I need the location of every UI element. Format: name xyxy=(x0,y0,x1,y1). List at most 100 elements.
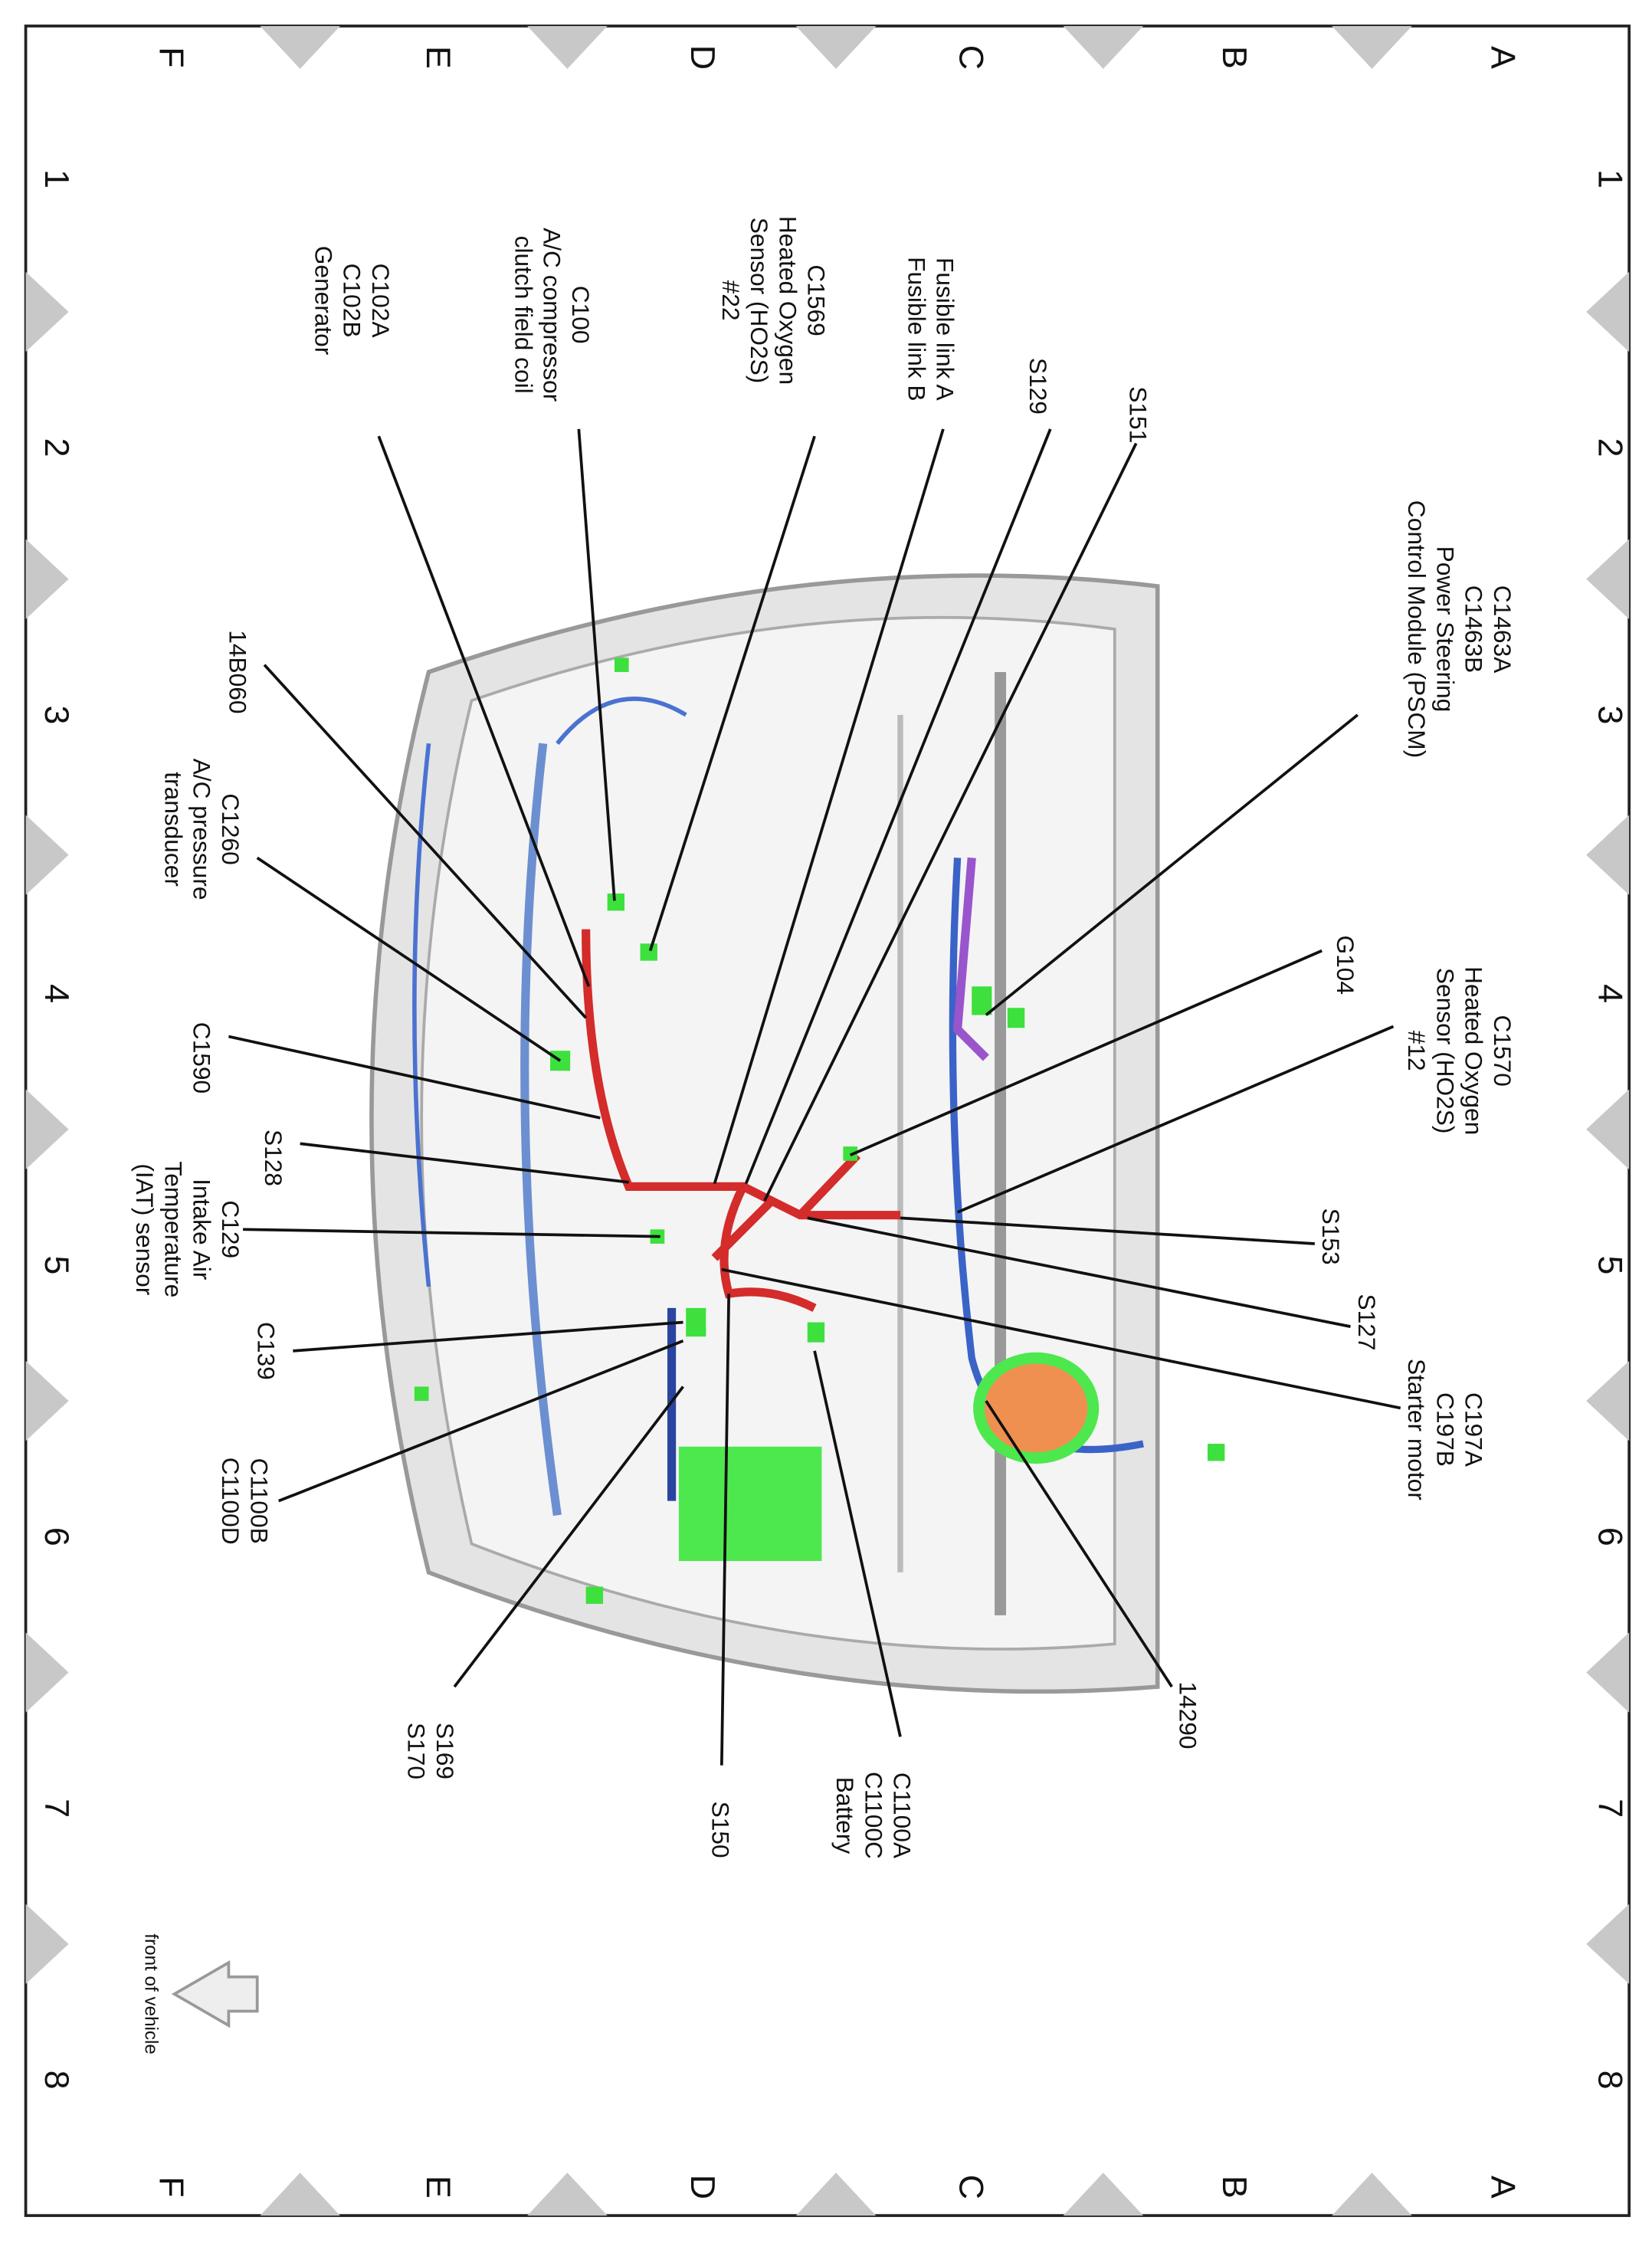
grid-column-label: F xyxy=(152,47,190,67)
grid-marker xyxy=(795,2172,877,2216)
grid-marker xyxy=(795,25,877,69)
callout-label: C1260 xyxy=(217,793,244,864)
callout-label: C1100C xyxy=(860,1772,887,1859)
callout-label: Starter motor xyxy=(1403,1359,1431,1500)
leader-line xyxy=(377,435,591,987)
callout-label: S129 xyxy=(1024,358,1052,415)
grid-row-label: 2 xyxy=(1591,438,1629,457)
callout-label: Fusible link A xyxy=(932,257,959,402)
leader-line xyxy=(721,1267,1401,1410)
leader-line xyxy=(293,1320,683,1353)
callout-label: Sensor (HO2S) xyxy=(746,218,773,384)
callout-label: C197A xyxy=(1460,1392,1488,1467)
callout-label: S150 xyxy=(707,1802,735,1858)
leader-line xyxy=(849,949,1323,1157)
callout-label: Intake Air xyxy=(188,1179,216,1281)
wire-blue xyxy=(412,697,687,1287)
grid-marker xyxy=(1586,815,1630,895)
callout-label: G104 xyxy=(1332,936,1359,995)
grid-row-label: 1 xyxy=(38,169,76,189)
grid-row-label: 8 xyxy=(38,2071,76,2090)
callout-label: S127 xyxy=(1353,1294,1381,1351)
leader-line xyxy=(900,1216,1315,1245)
grid-marker xyxy=(1063,25,1144,69)
leader-line xyxy=(763,442,1138,1202)
grid-marker xyxy=(260,25,340,69)
grid-column-label: A xyxy=(1483,46,1522,69)
leader-line xyxy=(263,664,588,1019)
callout-label: C1100B xyxy=(245,1458,273,1544)
grid-marker xyxy=(1586,1360,1630,1441)
callout-label: S169 xyxy=(431,1723,459,1779)
grid-row-label: 3 xyxy=(1591,705,1629,724)
leader-line xyxy=(713,428,945,1185)
vehicle xyxy=(369,573,1225,1694)
connector xyxy=(807,1322,825,1343)
callout-label: 14B060 xyxy=(224,630,251,713)
leader-line xyxy=(577,428,616,901)
callout-label: C1569 xyxy=(803,264,831,336)
connector xyxy=(607,894,625,911)
wire-purple xyxy=(952,857,989,1061)
grid-marker xyxy=(1586,1089,1630,1169)
grid-row-label: 4 xyxy=(1591,984,1629,1003)
leader-line xyxy=(243,1228,660,1238)
grid-marker xyxy=(1586,539,1630,619)
bay-outline xyxy=(420,615,1116,1651)
front-note: front of vehicle xyxy=(140,1933,161,2054)
front-arrow xyxy=(171,1959,259,2028)
connector xyxy=(550,1051,571,1071)
wire-blue xyxy=(520,743,562,1517)
grid-marker xyxy=(1063,2172,1144,2216)
grid-row-label: 6 xyxy=(1591,1527,1629,1546)
grid-marker xyxy=(1586,1632,1630,1713)
connector xyxy=(972,986,992,1015)
leader-line xyxy=(453,1385,684,1688)
callout-label: clutch field coil xyxy=(510,236,537,394)
grid-column-label: F xyxy=(152,2176,190,2197)
connector xyxy=(686,1307,706,1337)
leader-line xyxy=(985,1400,1173,1688)
grid-marker xyxy=(25,1089,69,1169)
grid-marker xyxy=(527,2172,608,2216)
grid-marker xyxy=(25,271,69,353)
grid-marker xyxy=(25,539,69,619)
callout-label: C139 xyxy=(253,1322,280,1380)
grid-column-label: A xyxy=(1483,2176,1522,2199)
grid-row-label: 5 xyxy=(38,1255,76,1274)
grid-column-label: D xyxy=(683,2175,722,2199)
callout-label: A/C compressor xyxy=(539,228,566,402)
callout-label: Battery xyxy=(831,1777,859,1854)
callout-label: A/C pressure xyxy=(188,759,216,900)
grid-row-label: 3 xyxy=(38,705,76,724)
leader-line xyxy=(985,713,1359,1017)
callout-label: Temperature xyxy=(159,1161,187,1297)
grid-marker xyxy=(25,1360,69,1441)
callout-label: Fusible link B xyxy=(903,257,930,401)
leader-line xyxy=(744,428,1052,1185)
callout-label: S128 xyxy=(260,1130,287,1186)
callout-label: transducer xyxy=(159,772,187,887)
leader-line xyxy=(228,1035,601,1120)
callout-label: Power Steering xyxy=(1431,546,1459,713)
grid-marker xyxy=(1332,25,1412,69)
callout-label: C129 xyxy=(217,1200,244,1258)
connectors xyxy=(414,657,1225,1604)
leader-line xyxy=(648,435,816,952)
leader-line xyxy=(813,1350,902,1737)
callout-label: C1463A xyxy=(1489,585,1516,674)
callout-label: Heated Oxygen xyxy=(1460,966,1488,1135)
callout-label: C1463B xyxy=(1460,585,1488,674)
wire-red xyxy=(582,929,900,1312)
callout-label: Control Module (PSCM) xyxy=(1403,500,1431,758)
callout-label: #22 xyxy=(717,280,745,321)
callout-label: (IAT) sensor xyxy=(131,1163,159,1295)
grid-column-label: E xyxy=(419,46,457,69)
callout-label: C1100D xyxy=(217,1458,244,1545)
grid-row-label: 2 xyxy=(38,438,76,457)
grid-column-label: B xyxy=(1215,2176,1254,2199)
leader-line xyxy=(300,1142,629,1184)
callout-label: C102B xyxy=(339,264,366,338)
